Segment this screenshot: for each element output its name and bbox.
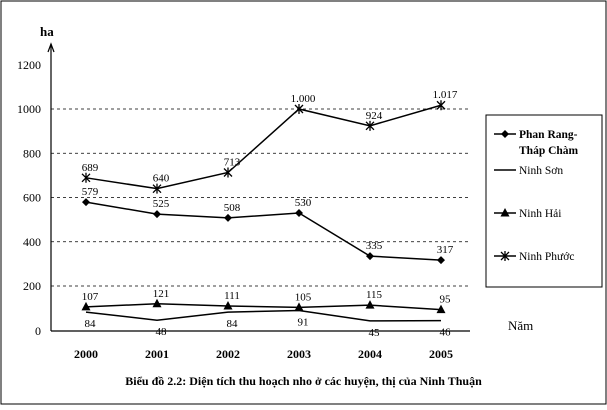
legend-label-0-line-0: Phan Rang- (519, 129, 578, 141)
series-0-point-2001 (153, 210, 161, 219)
series-2-data-label-2002: 111 (224, 290, 240, 302)
series-0-point-2005 (437, 256, 445, 265)
x-axis-label: Năm (508, 318, 533, 333)
legend-label-2: Ninh Hải (519, 208, 561, 220)
y-tick-label-800: 800 (23, 146, 41, 160)
series-1-data-label-2003: 91 (298, 317, 309, 329)
series-3-data-label-2002: 713 (224, 156, 241, 168)
x-tick-label-2002: 2002 (216, 347, 240, 361)
y-axis-arrow (47, 42, 55, 53)
series-0-point-2000 (82, 198, 90, 207)
series-0-data-label-2000: 579 (82, 186, 99, 198)
series-2-point-2004 (365, 300, 375, 309)
series-0-data-label-2001: 525 (153, 198, 170, 210)
x-tick-label-2005: 2005 (429, 347, 453, 361)
series-2-line (85, 303, 442, 311)
series-2-data-label-2003: 105 (295, 291, 312, 303)
series-2-point-2003 (294, 302, 304, 311)
y-tick-label-600: 600 (23, 191, 41, 205)
series-1-line (85, 309, 442, 322)
legend-marker-0 (501, 130, 509, 138)
series-3-point-2005 (436, 100, 446, 111)
legend-label-0-line-1: Tháp Chàm (519, 145, 579, 157)
series-2-data-label-2001: 121 (153, 288, 170, 300)
series-1-data-label-2002: 84 (227, 318, 239, 330)
series-1-data-label-2004: 45 (369, 327, 381, 339)
series-0-point-2002 (224, 213, 232, 222)
x-tick-label-2001: 2001 (145, 347, 169, 361)
series-0-line (85, 201, 442, 261)
y-axis-label: ha (40, 24, 54, 39)
y-tick-label-1000: 1000 (17, 102, 41, 116)
series-3-point-2002 (223, 167, 233, 178)
series-3-data-label-2001: 640 (153, 173, 170, 185)
series-1-data-label-2000: 84 (85, 318, 97, 330)
series-3-data-label-2005: 1.017 (433, 89, 458, 101)
series-3-line (85, 104, 442, 190)
legend-label-1: Ninh Sơn (519, 165, 563, 177)
series-0-data-label-2003: 530 (295, 197, 312, 209)
series-3-point-2004 (365, 120, 375, 131)
chart-title: Biểu đồ 2.2: Diện tích thu hoạch nho ở c… (125, 374, 482, 388)
series-2-point-2002 (223, 301, 233, 310)
legend-label-3: Ninh Phước (519, 251, 574, 263)
series-3-data-label-2003: 1.000 (291, 93, 316, 105)
series-0-data-label-2002: 508 (224, 202, 241, 214)
series-2-data-label-2005: 95 (440, 294, 452, 306)
series-3-point-2001 (152, 183, 162, 194)
series-0-point-2003 (295, 208, 303, 217)
series-2-data-label-2004: 115 (366, 289, 383, 301)
series-1-data-label-2005: 46 (440, 327, 452, 339)
series-1-data-label-2001: 48 (156, 326, 168, 338)
series-0-point-2004 (366, 252, 374, 261)
x-tick-label-2003: 2003 (287, 347, 311, 361)
series-2-data-label-2000: 107 (82, 291, 99, 303)
y-tick-label-400: 400 (23, 235, 41, 249)
series-3-point-2003 (294, 104, 304, 114)
series-3-data-label-2004: 924 (366, 110, 383, 122)
series-2-point-2000 (81, 301, 91, 311)
y-tick-label-200: 200 (23, 279, 41, 293)
y-tick-label-1200: 1200 (17, 58, 41, 72)
series-2-point-2001 (152, 298, 162, 308)
series-0-data-label-2005: 317 (437, 244, 454, 256)
x-tick-label-2004: 2004 (358, 347, 382, 361)
legend-marker-2 (500, 208, 510, 217)
series-0-data-label-2004: 335 (366, 240, 383, 252)
legend-marker-3 (500, 251, 510, 261)
series-3-point-2000 (81, 172, 91, 183)
series-3-data-label-2000: 689 (82, 162, 99, 174)
x-tick-label-2000: 2000 (74, 347, 98, 361)
series-2-point-2005 (436, 304, 446, 314)
y-tick-label-0: 0 (35, 324, 41, 338)
